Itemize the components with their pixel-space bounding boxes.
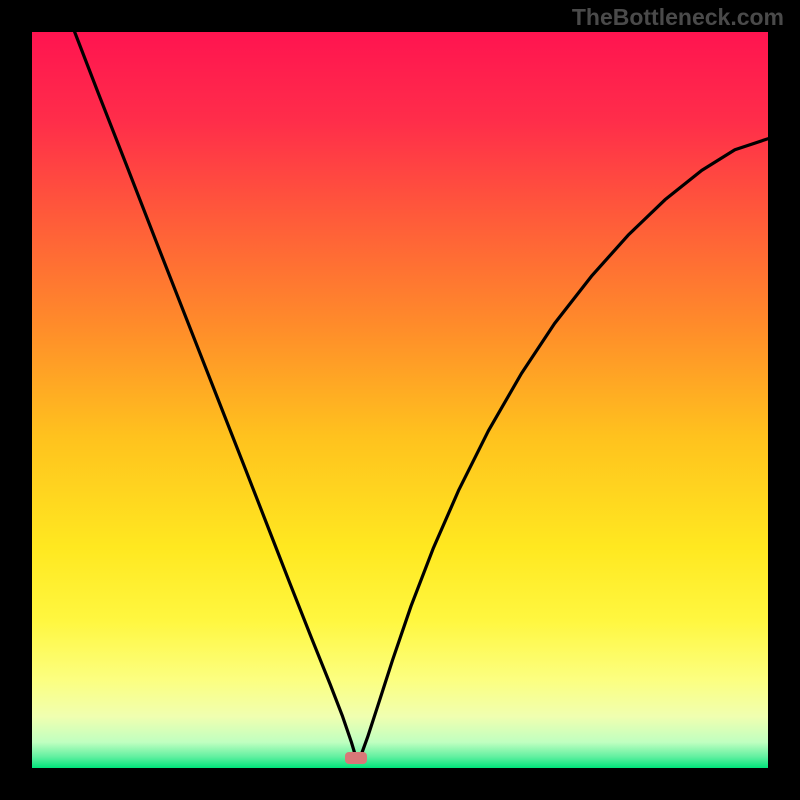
chart-plot-area (32, 32, 768, 768)
bottleneck-curve (32, 32, 768, 768)
watermark-text: TheBottleneck.com (572, 4, 784, 31)
minimum-marker (345, 752, 367, 764)
curve-path (75, 32, 768, 758)
